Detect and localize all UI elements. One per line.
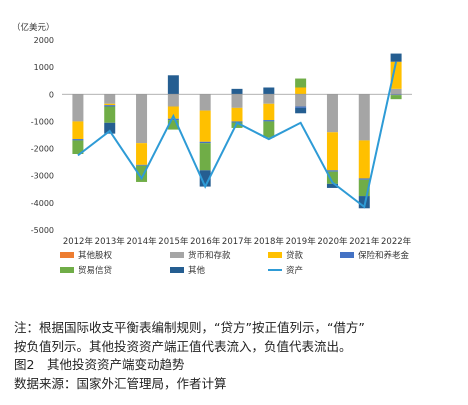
bar-segment	[72, 139, 84, 141]
bar-segment	[326, 94, 338, 133]
x-tick-label: 2013年	[95, 236, 126, 247]
bar-segment	[326, 170, 338, 172]
bar-segment	[358, 178, 370, 180]
legend-label: 资产	[286, 265, 303, 276]
bar-segment	[104, 105, 116, 107]
series-line-assets	[77, 61, 398, 209]
figure-title: 图2 其他投资资产端变动趋势	[14, 357, 185, 372]
bar-segment	[104, 94, 116, 104]
x-tick-label: 2019年	[286, 236, 317, 247]
bar-segment	[167, 75, 179, 95]
y-tick-label: 0	[49, 90, 54, 99]
bar-segment	[167, 106, 179, 119]
bar-segment	[104, 103, 116, 106]
x-tick-label: 2021年	[349, 236, 380, 247]
x-tick-label: 2022年	[381, 236, 412, 247]
bar-segment	[263, 87, 275, 95]
y-tick-label: -1000	[31, 117, 54, 126]
x-tick-label: 2016年	[190, 236, 221, 247]
bar-segment	[231, 94, 243, 108]
y-tick-label: -3000	[31, 172, 54, 181]
bar-segment	[295, 78, 307, 88]
bar-segment	[358, 94, 370, 141]
y-tick-label: 2000	[34, 36, 54, 45]
x-tick-label: 2018年	[254, 236, 285, 247]
y-tick-label: -2000	[31, 145, 54, 154]
bar-segment	[136, 164, 148, 166]
note-line-1: 注：根据国际收支平衡表编制规则，“贷方”按正值列示，“借方”	[14, 320, 365, 335]
y-axis-ticks: 2000 1000 0 -1000 -2000 -3000 -4000 -5000	[31, 36, 54, 235]
bar-segment	[390, 95, 402, 100]
bar-segment	[326, 183, 338, 188]
legend-label: 贷款	[286, 250, 304, 261]
bar-segment	[231, 122, 243, 128]
legend-label: 其他	[188, 265, 206, 276]
y-tick-label: -4000	[31, 199, 54, 208]
bar-segment	[358, 179, 370, 197]
bar-segment	[263, 120, 275, 122]
bar-segment	[358, 140, 370, 179]
bar-segment	[199, 170, 211, 187]
bar-segment	[72, 121, 84, 140]
y-tick-label: -5000	[31, 226, 54, 235]
x-tick-label: 2017年	[222, 236, 253, 247]
y-tick-label: 1000	[34, 63, 54, 72]
bar-segment	[199, 143, 211, 171]
legend-swatch	[60, 267, 74, 273]
bar-segment	[263, 103, 275, 121]
bar-segment	[295, 87, 307, 95]
bar-segment	[390, 88, 402, 95]
bar-segment	[231, 88, 243, 95]
bar-segment	[358, 196, 370, 209]
bar-stacks	[72, 53, 402, 209]
bar-segment	[390, 61, 402, 89]
bar-segment	[167, 120, 179, 130]
data-source: 数据来源：国家外汇管理局，作者计算	[14, 376, 227, 391]
x-tick-label: 2014年	[126, 236, 157, 247]
bar-segment	[199, 110, 211, 142]
legend-label: 贸易信贷	[78, 265, 113, 276]
bar-segment	[136, 165, 148, 182]
bar-segment	[263, 94, 275, 104]
x-tick-label: 2012年	[63, 236, 94, 247]
bar-segment	[136, 143, 148, 165]
bar-segment	[167, 118, 179, 121]
bar-segment	[390, 94, 402, 96]
bar-segment	[295, 107, 307, 114]
legend-swatch	[60, 252, 74, 258]
legend-label: 保险和养老金	[358, 250, 410, 261]
note-line-2: 按负值列示。其他投资资产端正值代表流入，负值代表流出。	[14, 339, 352, 354]
legend-swatch	[170, 267, 184, 273]
legend-label: 货币和存款	[188, 250, 231, 261]
x-tick-label: 2020年	[317, 236, 348, 247]
bar-segment	[167, 94, 179, 107]
bar-segment	[199, 141, 211, 144]
bar-segment	[231, 107, 243, 122]
y-axis-unit-label: （亿美元）	[12, 22, 55, 33]
bar-segment	[72, 140, 84, 154]
bar-segment	[326, 132, 338, 171]
legend-label: 其他股权	[78, 250, 113, 261]
bar-segment	[263, 121, 275, 138]
bar-segment	[326, 171, 338, 184]
chart: （亿美元） 2000 1000 0 -1000 -2000 -3000 -4000 -5000…	[12, 22, 412, 276]
bar-segment	[390, 53, 402, 62]
bar-segment	[104, 122, 116, 134]
bar-segment	[295, 94, 307, 107]
bar-segment	[104, 106, 116, 123]
legend-swatch	[170, 252, 184, 258]
legend-swatch	[340, 252, 354, 258]
bar-segment	[136, 94, 148, 144]
legend-swatch	[268, 252, 282, 258]
x-tick-label: 2015年	[158, 236, 189, 247]
bar-segment	[199, 94, 211, 111]
x-axis-ticks: 2012年 2013年 2014年 2015年 2016年 2017年 2018年 2019年…	[63, 236, 412, 247]
bar-segment	[295, 106, 307, 108]
bar-segment	[72, 94, 84, 122]
